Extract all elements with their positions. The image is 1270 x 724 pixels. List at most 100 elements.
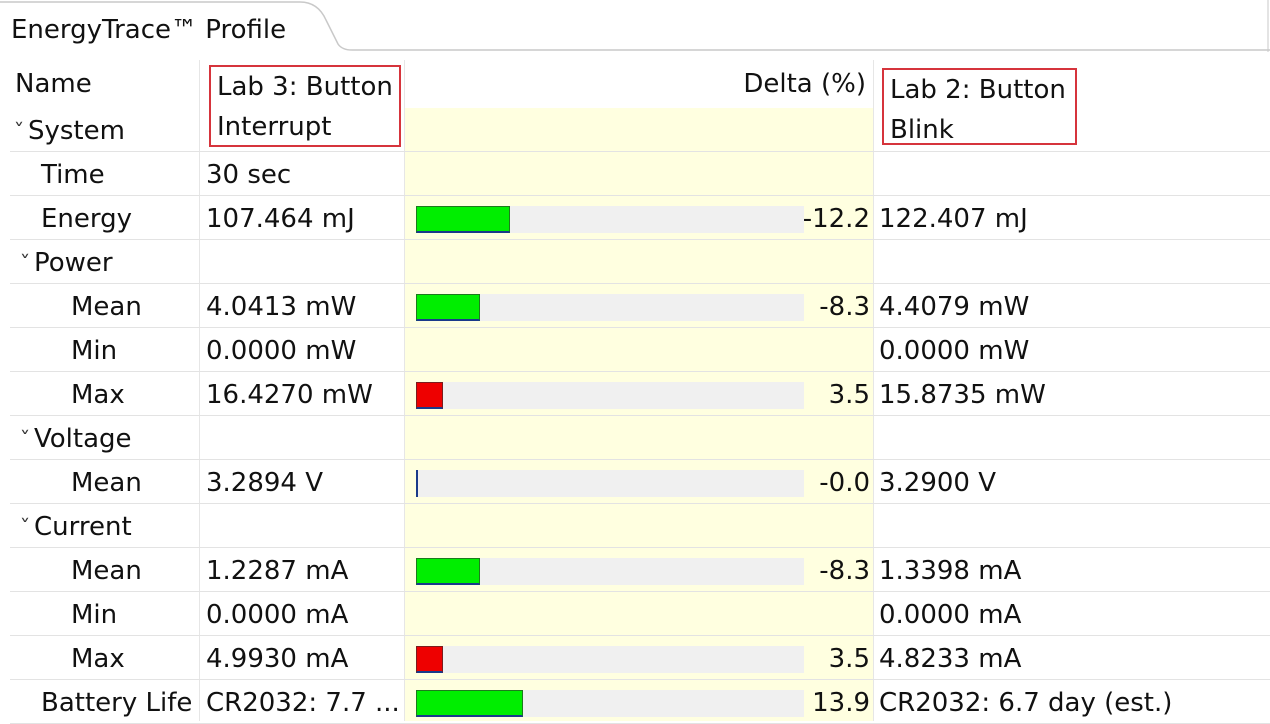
delta-bar-track — [416, 470, 804, 497]
delta-bar-track — [416, 690, 804, 717]
lab3-value: 0.0000 mA — [206, 600, 349, 630]
row-name: Battery Life — [10, 680, 229, 724]
row-name: Min — [10, 592, 259, 636]
lab3-value — [206, 108, 402, 152]
lab3-value: 0.0000 mW — [206, 336, 357, 366]
row-name-label: Power — [34, 248, 113, 278]
lab3-value: 30 sec — [206, 160, 292, 190]
row-name-label: Time — [41, 160, 105, 190]
row-name-label: System — [28, 116, 125, 146]
table-row[interactable]: Mean 3.2894 V -0.0 3.2900 V — [10, 460, 1270, 504]
delta-bar-track — [416, 206, 804, 233]
row-name: Mean — [10, 548, 259, 592]
row-name-label: Mean — [71, 468, 142, 498]
row-name: Min — [10, 328, 259, 372]
lab3-value: 4.9930 mA — [206, 644, 349, 674]
table-row[interactable]: Max 4.9930 mA 3.5 4.8233 mA — [10, 636, 1270, 680]
table-row[interactable]: ˅ Power — [10, 240, 1270, 284]
chevron-down-icon[interactable]: ˅ — [19, 428, 31, 449]
lab2-value: 0.0000 mA — [879, 600, 1022, 630]
table-row[interactable]: Min 0.0000 mA 0.0000 mA — [10, 592, 1270, 636]
row-name: ˅ System — [10, 108, 198, 152]
table-row[interactable]: Battery Life CR2032: 7.7 ... 13.9 CR2032: 6… — [10, 680, 1270, 724]
row-name-label: Current — [34, 512, 132, 542]
lab2-value: CR2032: 6.7 day (est.) — [879, 688, 1173, 718]
lab2-value: 1.3398 mA — [879, 556, 1022, 586]
column-header-lab2-label: Lab 2: Button Blink — [890, 75, 1066, 145]
delta-bar-track — [416, 646, 804, 673]
delta-value — [800, 240, 870, 284]
delta-value — [800, 416, 870, 460]
row-name: Mean — [10, 284, 259, 328]
table-row[interactable]: ˅ Current — [10, 504, 1270, 548]
row-name-label: Min — [71, 600, 118, 630]
row-name: ˅ Current — [10, 504, 204, 548]
column-divider — [404, 60, 405, 721]
table-row[interactable]: Energy 107.464 mJ -12.2 122.407 mJ — [10, 196, 1270, 240]
lab3-value: 107.464 mJ — [206, 204, 355, 234]
table-row[interactable]: Mean 1.2287 mA -8.3 1.3398 mA — [10, 548, 1270, 592]
row-name-label: Mean — [71, 292, 142, 322]
delta-bar-fill — [416, 382, 443, 409]
table-row[interactable]: Mean 4.0413 mW -8.3 4.4079 mW — [10, 284, 1270, 328]
table-row[interactable]: ˅ System — [10, 108, 1270, 152]
editor-tab-bar: EnergyTrace™ Profile — [0, 0, 1270, 52]
chevron-down-icon[interactable]: ˅ — [19, 252, 31, 273]
row-name-label: Max — [71, 380, 125, 410]
column-header-lab3-label: Lab 3: Button Interrupt — [217, 72, 393, 142]
tab-energytrace-profile[interactable]: EnergyTrace™ Profile — [11, 15, 287, 45]
delta-value — [800, 328, 870, 372]
delta-bar-track — [416, 382, 804, 409]
delta-bar-fill — [416, 294, 480, 321]
delta-value: -0.0 — [819, 468, 870, 498]
lab2-value: 4.8233 mA — [879, 644, 1022, 674]
column-header-lab3[interactable]: Lab 3: Button Interrupt — [209, 65, 401, 147]
row-name-label: Max — [71, 644, 125, 674]
delta-bar-track — [416, 294, 804, 321]
lab2-value: 4.4079 mW — [879, 292, 1030, 322]
delta-value: -12.2 — [802, 204, 870, 234]
lab2-value — [879, 416, 1270, 460]
column-header-name[interactable]: Name — [15, 69, 92, 99]
row-name: ˅ Voltage — [10, 416, 204, 460]
row-name: Max — [10, 372, 259, 416]
delta-bar-fill — [416, 646, 443, 673]
delta-bar-track — [416, 558, 804, 585]
chevron-down-icon[interactable]: ˅ — [13, 120, 25, 141]
delta-value — [800, 152, 870, 196]
column-divider — [873, 60, 874, 721]
row-name-label: Battery Life — [41, 688, 193, 718]
row-name: Time — [10, 152, 229, 196]
delta-value: -8.3 — [819, 556, 870, 586]
chevron-down-icon[interactable]: ˅ — [19, 516, 31, 537]
delta-value — [800, 108, 870, 152]
lab2-value — [879, 240, 1270, 284]
lab3-value: 1.2287 mA — [206, 556, 349, 586]
lab2-value: 15.8735 mW — [879, 380, 1046, 410]
delta-value: 3.5 — [828, 644, 870, 674]
column-header-lab2[interactable]: Lab 2: Button Blink — [882, 68, 1077, 145]
row-name-label: Mean — [71, 556, 142, 586]
lab2-value: 0.0000 mW — [879, 336, 1030, 366]
lab3-value: 3.2894 V — [206, 468, 324, 498]
table-row[interactable]: ˅ Voltage — [10, 416, 1270, 460]
tab-shape — [0, 0, 1270, 52]
lab3-value — [206, 416, 402, 460]
column-divider — [199, 60, 200, 721]
lab3-value: 4.0413 mW — [206, 292, 357, 322]
table-row[interactable]: Min 0.0000 mW 0.0000 mW — [10, 328, 1270, 372]
lab2-value — [879, 152, 1270, 196]
delta-bar-fill — [416, 206, 510, 233]
row-name: Energy — [10, 196, 229, 240]
table-row[interactable]: Max 16.4270 mW 3.5 15.8735 mW — [10, 372, 1270, 416]
table-row[interactable]: Time 30 sec — [10, 152, 1270, 196]
lab2-value — [879, 504, 1270, 548]
delta-bar-fill — [416, 470, 418, 497]
delta-value: 13.9 — [812, 688, 870, 718]
column-header-delta[interactable]: Delta (%) — [743, 69, 866, 99]
delta-value: -8.3 — [819, 292, 870, 322]
row-name-label: Energy — [41, 204, 133, 234]
lab3-value: CR2032: 7.7 ... — [206, 688, 400, 718]
row-name: ˅ Power — [10, 240, 204, 284]
lab2-value: 122.407 mJ — [879, 204, 1028, 234]
